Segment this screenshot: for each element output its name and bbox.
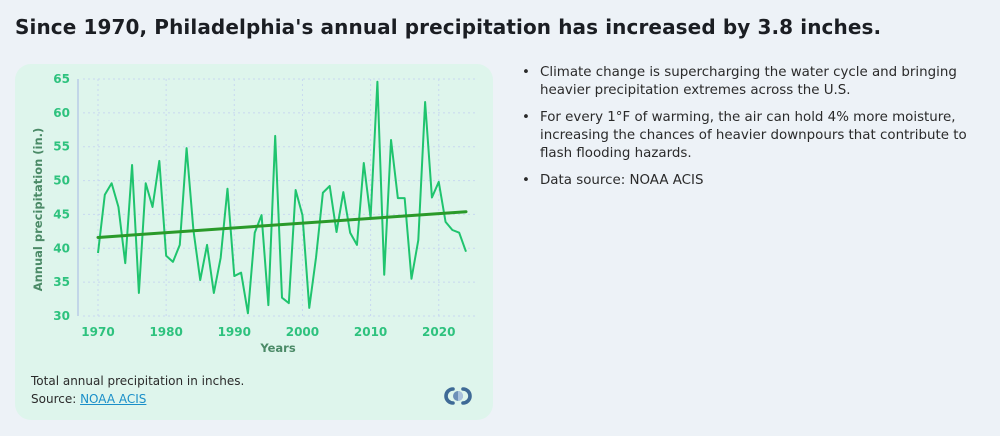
y-tick-label: 30 xyxy=(53,309,70,323)
chart-card: 30 35 40 45 50 55 60 65 1970 1980 1990 2000 2010 202… xyxy=(15,64,493,420)
x-tick-label: 1990 xyxy=(218,325,251,339)
x-tick-label: 2010 xyxy=(354,325,387,339)
bullet-icon: • xyxy=(522,173,530,188)
caption-source: Source: NOAA ACIS xyxy=(31,390,244,408)
key-point: • Data source: NOAA ACIS xyxy=(522,173,704,188)
y-tick-label: 60 xyxy=(53,106,70,120)
chart-caption: Total annual precipitation in inches. So… xyxy=(31,372,244,408)
source-prefix: Source: xyxy=(31,392,81,406)
y-axis-label: Annual precipitation (in.) xyxy=(31,128,45,292)
precipitation-chart: 30 35 40 45 50 55 60 65 1970 1980 1990 2000 2010 202… xyxy=(31,72,477,355)
x-tick-label: 2000 xyxy=(286,325,319,339)
bullet-icon: • xyxy=(522,65,530,80)
y-tick-label: 65 xyxy=(53,72,70,86)
page-title: Since 1970, Philadelphia's annual precip… xyxy=(15,15,882,39)
x-tick-label: 1980 xyxy=(149,325,182,339)
key-points-list: • Climate change is supercharging the wat… xyxy=(522,64,992,199)
key-point: • Climate change is supercharging the wat… xyxy=(522,65,957,98)
x-axis-label: Years xyxy=(259,341,296,355)
source-link[interactable]: NOAA ACIS xyxy=(80,392,147,406)
y-tick-label: 45 xyxy=(53,207,70,221)
trend-line xyxy=(96,210,468,239)
y-tick-label: 40 xyxy=(53,241,70,255)
key-point: • For every 1°F of warming, the air can h… xyxy=(522,110,967,161)
x-tick-label: 1970 xyxy=(81,325,114,339)
caption-description: Total annual precipitation in inches. xyxy=(31,374,245,388)
y-tick-label: 50 xyxy=(53,174,70,188)
y-tick-label: 35 xyxy=(53,275,70,289)
grid xyxy=(83,78,477,317)
precipitation-series-line xyxy=(97,80,467,315)
y-axis-ticks: 30 35 40 45 50 55 60 65 xyxy=(53,72,70,323)
climate-central-logo-icon xyxy=(444,387,472,405)
x-tick-label: 2020 xyxy=(422,325,455,339)
bullet-icon: • xyxy=(522,110,530,125)
x-axis-ticks: 1970 1980 1990 2000 2010 2020 xyxy=(81,325,455,339)
y-tick-label: 55 xyxy=(53,140,70,154)
